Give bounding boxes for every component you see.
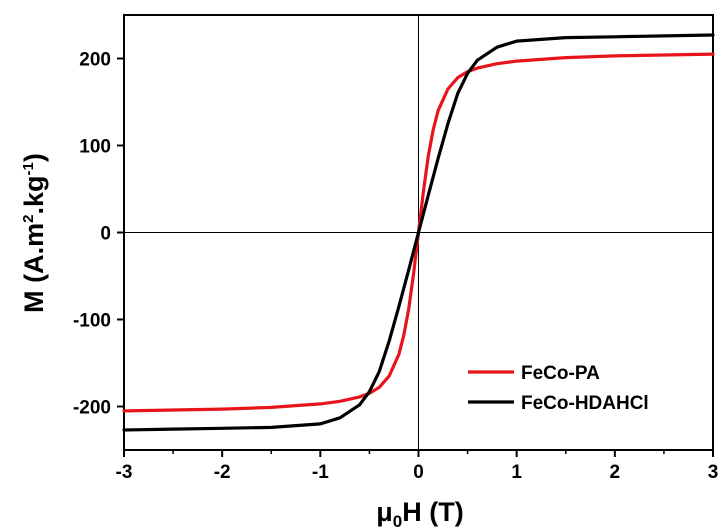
x-tick-label: 1	[511, 462, 522, 483]
x-axis-title: μ0H (T)	[376, 497, 463, 528]
x-axis-title-suffix: H (T)	[402, 497, 463, 527]
series-line-1	[122, 33, 715, 432]
y-tick-label: 100	[79, 137, 111, 158]
y-tick-label: 0	[100, 224, 111, 245]
y-axis: -200 -100 0 100 200	[73, 50, 124, 419]
y-axis-title-sup1: 2	[20, 215, 37, 223]
x-axis: -3 -2 -1 0 1 2 3	[116, 450, 719, 483]
x-tick-label: -1	[312, 462, 329, 483]
y-axis-title-mid: .kg	[19, 175, 49, 214]
y-tick-label: 200	[79, 50, 111, 71]
x-tick-label: 3	[708, 462, 719, 483]
series-layer	[122, 33, 715, 432]
x-tick-label: 2	[610, 462, 621, 483]
x-tick-label: 0	[413, 462, 424, 483]
y-tick-label: -200	[73, 398, 111, 419]
x-axis-title-prefix: μ	[376, 497, 393, 527]
x-tick-label: -3	[116, 462, 133, 483]
legend-label-1: FeCo-HDAHCl	[521, 393, 649, 414]
y-axis-title-prefix: M (A.m	[19, 223, 49, 313]
y-axis-title-sup2: -1	[20, 162, 37, 175]
legend: FeCo-PA FeCo-HDAHCl	[468, 363, 649, 414]
x-axis-title-subscript: 0	[393, 512, 402, 528]
y-axis-title-suffix: )	[19, 153, 49, 162]
legend-label-0: FeCo-PA	[521, 363, 600, 384]
y-axis-title: M (A.m2.kg-1)	[19, 153, 49, 313]
y-tick-label: -100	[73, 311, 111, 332]
x-tick-label: -2	[214, 462, 231, 483]
